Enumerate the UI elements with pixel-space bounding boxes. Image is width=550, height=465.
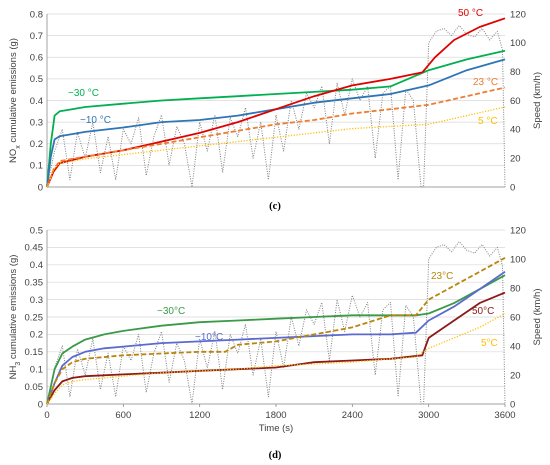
series-line — [46, 49, 506, 188]
series-label: 50°C — [472, 306, 494, 317]
y-tick-label: 0.1 — [30, 161, 43, 172]
series-label: 5°C — [481, 338, 498, 349]
y2-tick-label: 60 — [510, 96, 521, 107]
y2-tick-label: 0 — [510, 399, 515, 410]
series-line — [46, 17, 506, 188]
y-tick-label: 0.4 — [30, 96, 43, 107]
series-label: 23 °C — [473, 77, 498, 88]
series-label: 50 °C — [458, 8, 483, 19]
chart-panel-c: 0 0.1 0.2 0.3 0.4 0.5 0.6 0.7 0.8 0 20 40 60 80 100 120… — [8, 8, 543, 212]
y2-tick-label: 20 — [510, 370, 521, 381]
series-line — [46, 291, 506, 405]
panel-label: (c) — [269, 201, 281, 212]
series-line — [46, 86, 506, 188]
series-line — [46, 312, 506, 405]
x-tick-label: 1200 — [189, 410, 210, 421]
y2-tick-label: 20 — [510, 153, 521, 164]
x-tick-label: 0 — [44, 410, 49, 421]
y2-axis-label: Speed (km/h) — [532, 288, 543, 345]
y2-tick-label: 100 — [510, 38, 526, 49]
y-tick-label: 0.2 — [30, 330, 43, 341]
x-tick-label: 600 — [115, 410, 131, 421]
y2-tick-label: 100 — [510, 254, 526, 265]
series-line — [46, 257, 506, 405]
y2-tick-label: 40 — [510, 341, 521, 352]
y2-tick-label: 80 — [510, 67, 521, 78]
y-tick-label: 0 — [38, 399, 43, 410]
x-tick-label: 2400 — [342, 410, 363, 421]
speed-series-line — [46, 241, 506, 405]
y-tick-label: 0.3 — [30, 117, 43, 128]
y-tick-label: 0.5 — [30, 74, 43, 85]
y-tick-label: 0.5 — [30, 225, 43, 236]
speed-series-line — [46, 25, 506, 188]
y2-tick-label: 80 — [510, 283, 521, 294]
series-label: 23°C — [431, 271, 453, 282]
y2-tick-label: 120 — [510, 225, 526, 236]
y-axis-label: NOx cumulative emissions (g) — [8, 38, 22, 163]
series-label: 5 °C — [478, 116, 498, 127]
y-tick-label: 0.1 — [30, 365, 43, 376]
y-tick-label: 0.25 — [25, 312, 44, 323]
y-tick-label: 0.15 — [25, 347, 44, 358]
y2-axis-label: Speed (km/h) — [532, 72, 543, 129]
y-tick-label: 0.8 — [30, 9, 43, 20]
y2-tick-label: 0 — [510, 182, 515, 193]
y-tick-label: 0.45 — [25, 243, 44, 254]
series-label: −10 °C — [80, 115, 111, 126]
chart-panel-d: 0 0.05 0.1 0.15 0.2 0.25 0.3 0.35 0.4 0.45 0.5 0 20 4… — [8, 225, 543, 461]
panel-label: (d) — [269, 450, 282, 461]
y-tick-label: 0.05 — [25, 382, 44, 393]
y-tick-label: 0.2 — [30, 139, 43, 150]
x-tick-label: 3600 — [494, 410, 515, 421]
y-axis-label: NH3 cumulative emissions (g) — [8, 255, 22, 380]
y-tick-label: 0.6 — [30, 53, 43, 64]
y2-tick-label: 60 — [510, 312, 521, 323]
y2-tick-label: 40 — [510, 125, 521, 136]
x-tick-label: 1800 — [265, 410, 286, 421]
y-tick-label: 0.3 — [30, 295, 43, 306]
series-line — [46, 274, 506, 405]
y-tick-label: 0.35 — [25, 278, 44, 289]
series-label: −30 °C — [68, 88, 99, 99]
series-line — [46, 271, 506, 405]
y2-tick-label: 120 — [510, 9, 526, 20]
series-line — [46, 58, 506, 188]
y-tick-label: 0 — [38, 182, 43, 193]
series-label: −30°C — [157, 306, 185, 317]
series-label: −10°C — [195, 332, 223, 343]
x-tick-label: 3000 — [418, 410, 439, 421]
y-tick-label: 0.4 — [30, 260, 43, 271]
x-axis-label: Time (s) — [259, 423, 293, 434]
y-tick-label: 0.7 — [30, 31, 43, 42]
